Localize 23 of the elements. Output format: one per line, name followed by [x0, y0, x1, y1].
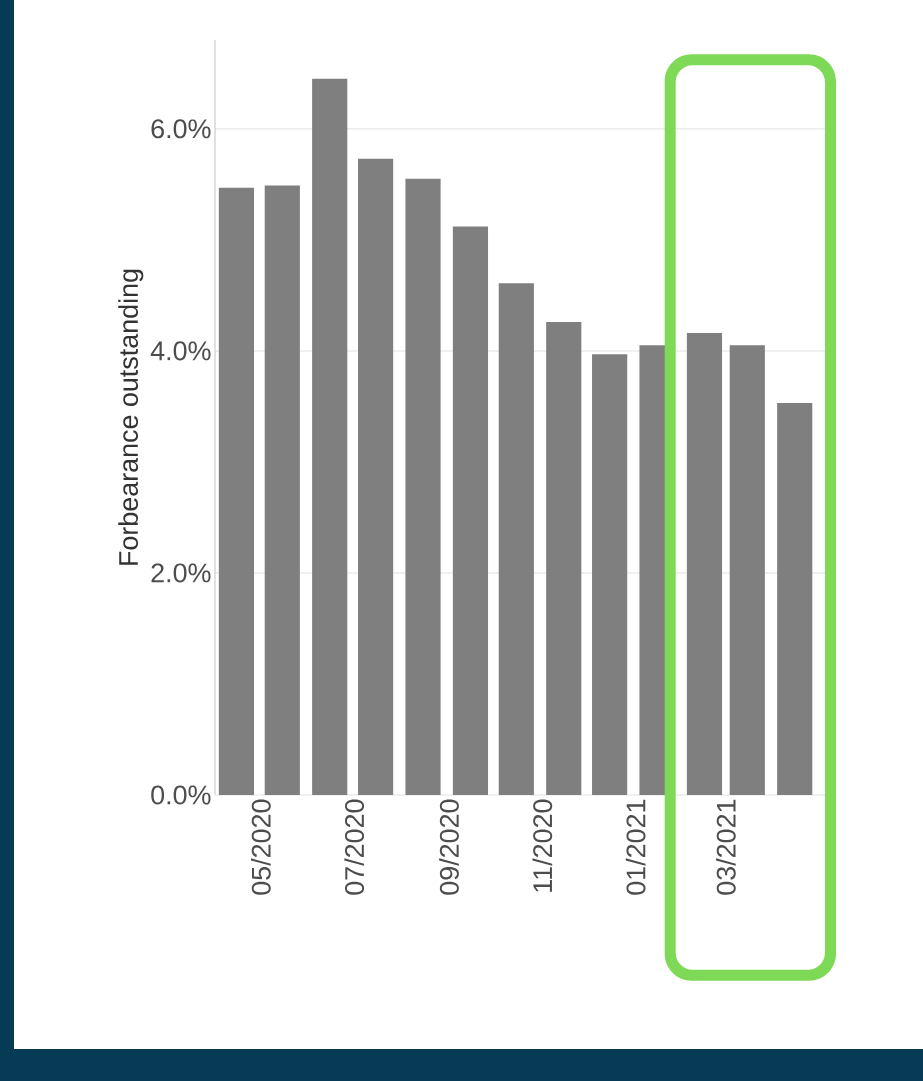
- bar: [405, 178, 441, 795]
- x-tick-label: 01/2021: [625, 799, 646, 895]
- bar: [686, 333, 723, 795]
- x-tick-label: 03/2021: [715, 799, 736, 895]
- bar: [264, 185, 300, 795]
- y-tick-label: 4.0%: [150, 341, 211, 361]
- bar: [729, 345, 765, 795]
- bar: [498, 283, 534, 795]
- bar: [312, 78, 348, 795]
- y-tick-label: 0.0%: [151, 785, 211, 805]
- bar: [777, 403, 813, 795]
- x-tick-label: 11/2020: [532, 799, 553, 892]
- y-tick-label: 6.0%: [151, 119, 211, 139]
- bar: [546, 322, 582, 795]
- x-tick-label: 05/2020: [251, 799, 271, 895]
- bar: [452, 226, 489, 795]
- x-tick-label: 07/2020: [344, 799, 365, 895]
- y-axis-title: Forbearance outstanding: [118, 269, 144, 565]
- y-tick-label: 2.0%: [151, 563, 211, 583]
- x-tick-label: 09/2020: [439, 799, 459, 895]
- bar: [218, 187, 254, 795]
- bar: [592, 354, 628, 795]
- bar: [358, 158, 394, 795]
